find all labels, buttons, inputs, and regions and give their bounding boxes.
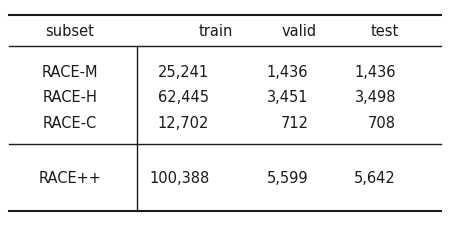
- Text: test: test: [371, 24, 399, 39]
- Text: 12,702: 12,702: [158, 115, 209, 130]
- Text: 5,599: 5,599: [266, 170, 308, 185]
- Text: subset: subset: [45, 24, 94, 39]
- Text: 1,436: 1,436: [267, 65, 308, 79]
- Text: valid: valid: [282, 24, 317, 39]
- Text: 712: 712: [280, 115, 308, 130]
- Text: RACE-C: RACE-C: [43, 115, 97, 130]
- Text: 25,241: 25,241: [158, 65, 209, 79]
- Text: train: train: [199, 24, 233, 39]
- Text: 708: 708: [368, 115, 396, 130]
- Text: 5,642: 5,642: [354, 170, 396, 185]
- Text: 3,451: 3,451: [267, 89, 308, 104]
- Text: 100,388: 100,388: [149, 170, 209, 185]
- Text: RACE++: RACE++: [38, 170, 101, 185]
- Text: RACE-M: RACE-M: [41, 65, 98, 79]
- Text: 3,498: 3,498: [355, 89, 396, 104]
- Text: RACE-H: RACE-H: [42, 89, 97, 104]
- Text: 62,445: 62,445: [158, 89, 209, 104]
- Text: 1,436: 1,436: [355, 65, 396, 79]
